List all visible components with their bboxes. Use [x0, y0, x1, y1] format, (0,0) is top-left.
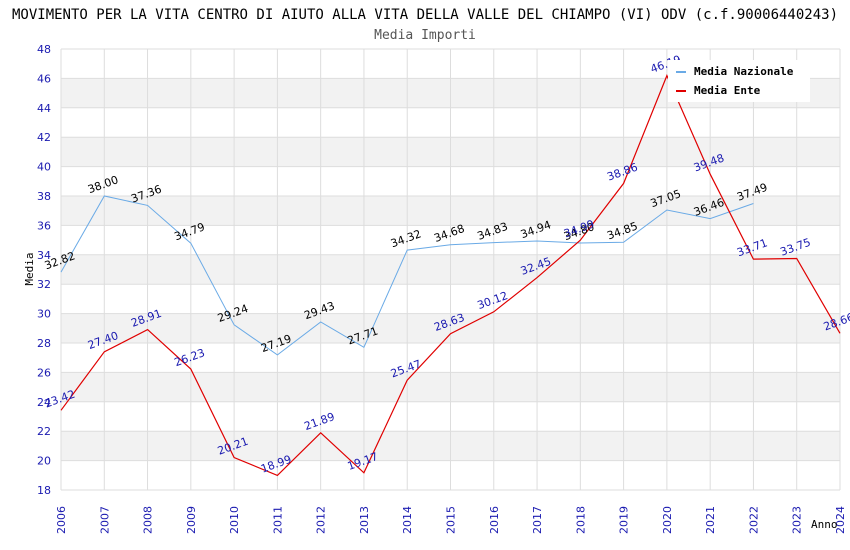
x-tick-label: 2024 — [834, 506, 847, 534]
y-tick-label: 26 — [37, 366, 51, 379]
chart-subtitle: Media Importi — [374, 28, 476, 43]
y-tick-label: 28 — [37, 337, 51, 350]
series-line-media-nazionale — [60, 195, 754, 356]
chart-title: MOVIMENTO PER LA VITA CENTRO DI AIUTO AL… — [12, 7, 838, 23]
data-label: 30.12 — [476, 289, 510, 312]
y-axis-ticks: 18 20 22 24 26 28 30 32 34 36 38 40 42 44 46 48 — [37, 43, 51, 497]
y-tick-label: 48 — [37, 43, 51, 56]
x-tick-label: 2006 — [55, 506, 68, 534]
x-tick-label: 2018 — [574, 506, 587, 534]
y-tick-label: 38 — [37, 190, 51, 203]
legend-box — [668, 60, 810, 102]
y-tick-label: 30 — [37, 308, 51, 321]
data-label: 23.42 — [43, 388, 77, 411]
series-line-media-ente — [60, 74, 841, 477]
x-tick-label: 2021 — [704, 506, 717, 534]
x-tick-label: 2015 — [445, 506, 458, 534]
y-tick-label: 44 — [37, 102, 51, 115]
y-tick-label: 42 — [37, 131, 51, 144]
legend: Media Nazionale Media Ente — [668, 60, 810, 102]
y-axis-label: Media — [23, 252, 36, 285]
x-tick-label: 2008 — [142, 506, 155, 534]
x-tick-label: 2019 — [618, 506, 631, 534]
x-tick-label: 2022 — [747, 506, 760, 534]
x-axis-label: Anno — [811, 518, 838, 531]
data-label: 21.89 — [302, 410, 336, 433]
legend-label-media-nazionale: Media Nazionale — [694, 65, 794, 78]
x-tick-label: 2016 — [488, 506, 501, 534]
x-tick-label: 2011 — [271, 506, 284, 534]
x-tick-label: 2010 — [228, 506, 241, 534]
grid-lines — [60, 48, 841, 491]
y-tick-label: 36 — [37, 219, 51, 232]
y-tick-label: 32 — [37, 278, 51, 291]
legend-label-media-ente: Media Ente — [694, 84, 761, 97]
x-tick-label: 2007 — [98, 506, 111, 534]
y-tick-label: 18 — [37, 484, 51, 497]
y-tick-label: 20 — [37, 455, 51, 468]
x-tick-label: 2023 — [791, 506, 804, 534]
series-lines — [60, 74, 841, 477]
x-tick-label: 2012 — [315, 506, 328, 534]
x-tick-label: 2009 — [185, 506, 198, 534]
y-tick-label: 22 — [37, 425, 51, 438]
data-label: 38.00 — [86, 173, 120, 196]
y-tick-label: 34 — [37, 249, 51, 262]
x-tick-label: 2013 — [358, 506, 371, 534]
x-tick-label: 2017 — [531, 506, 544, 534]
x-axis-ticks: 2006 2007 2008 2009 2010 2011 2012 2013 2014 2015… — [55, 506, 847, 534]
y-tick-label: 24 — [37, 396, 51, 409]
data-label: 26.23 — [173, 346, 207, 369]
data-label: 34.32 — [389, 227, 423, 250]
x-tick-label: 2014 — [401, 506, 414, 534]
y-tick-label: 40 — [37, 161, 51, 174]
y-tick-label: 46 — [37, 72, 51, 85]
x-tick-label: 2020 — [661, 506, 674, 534]
